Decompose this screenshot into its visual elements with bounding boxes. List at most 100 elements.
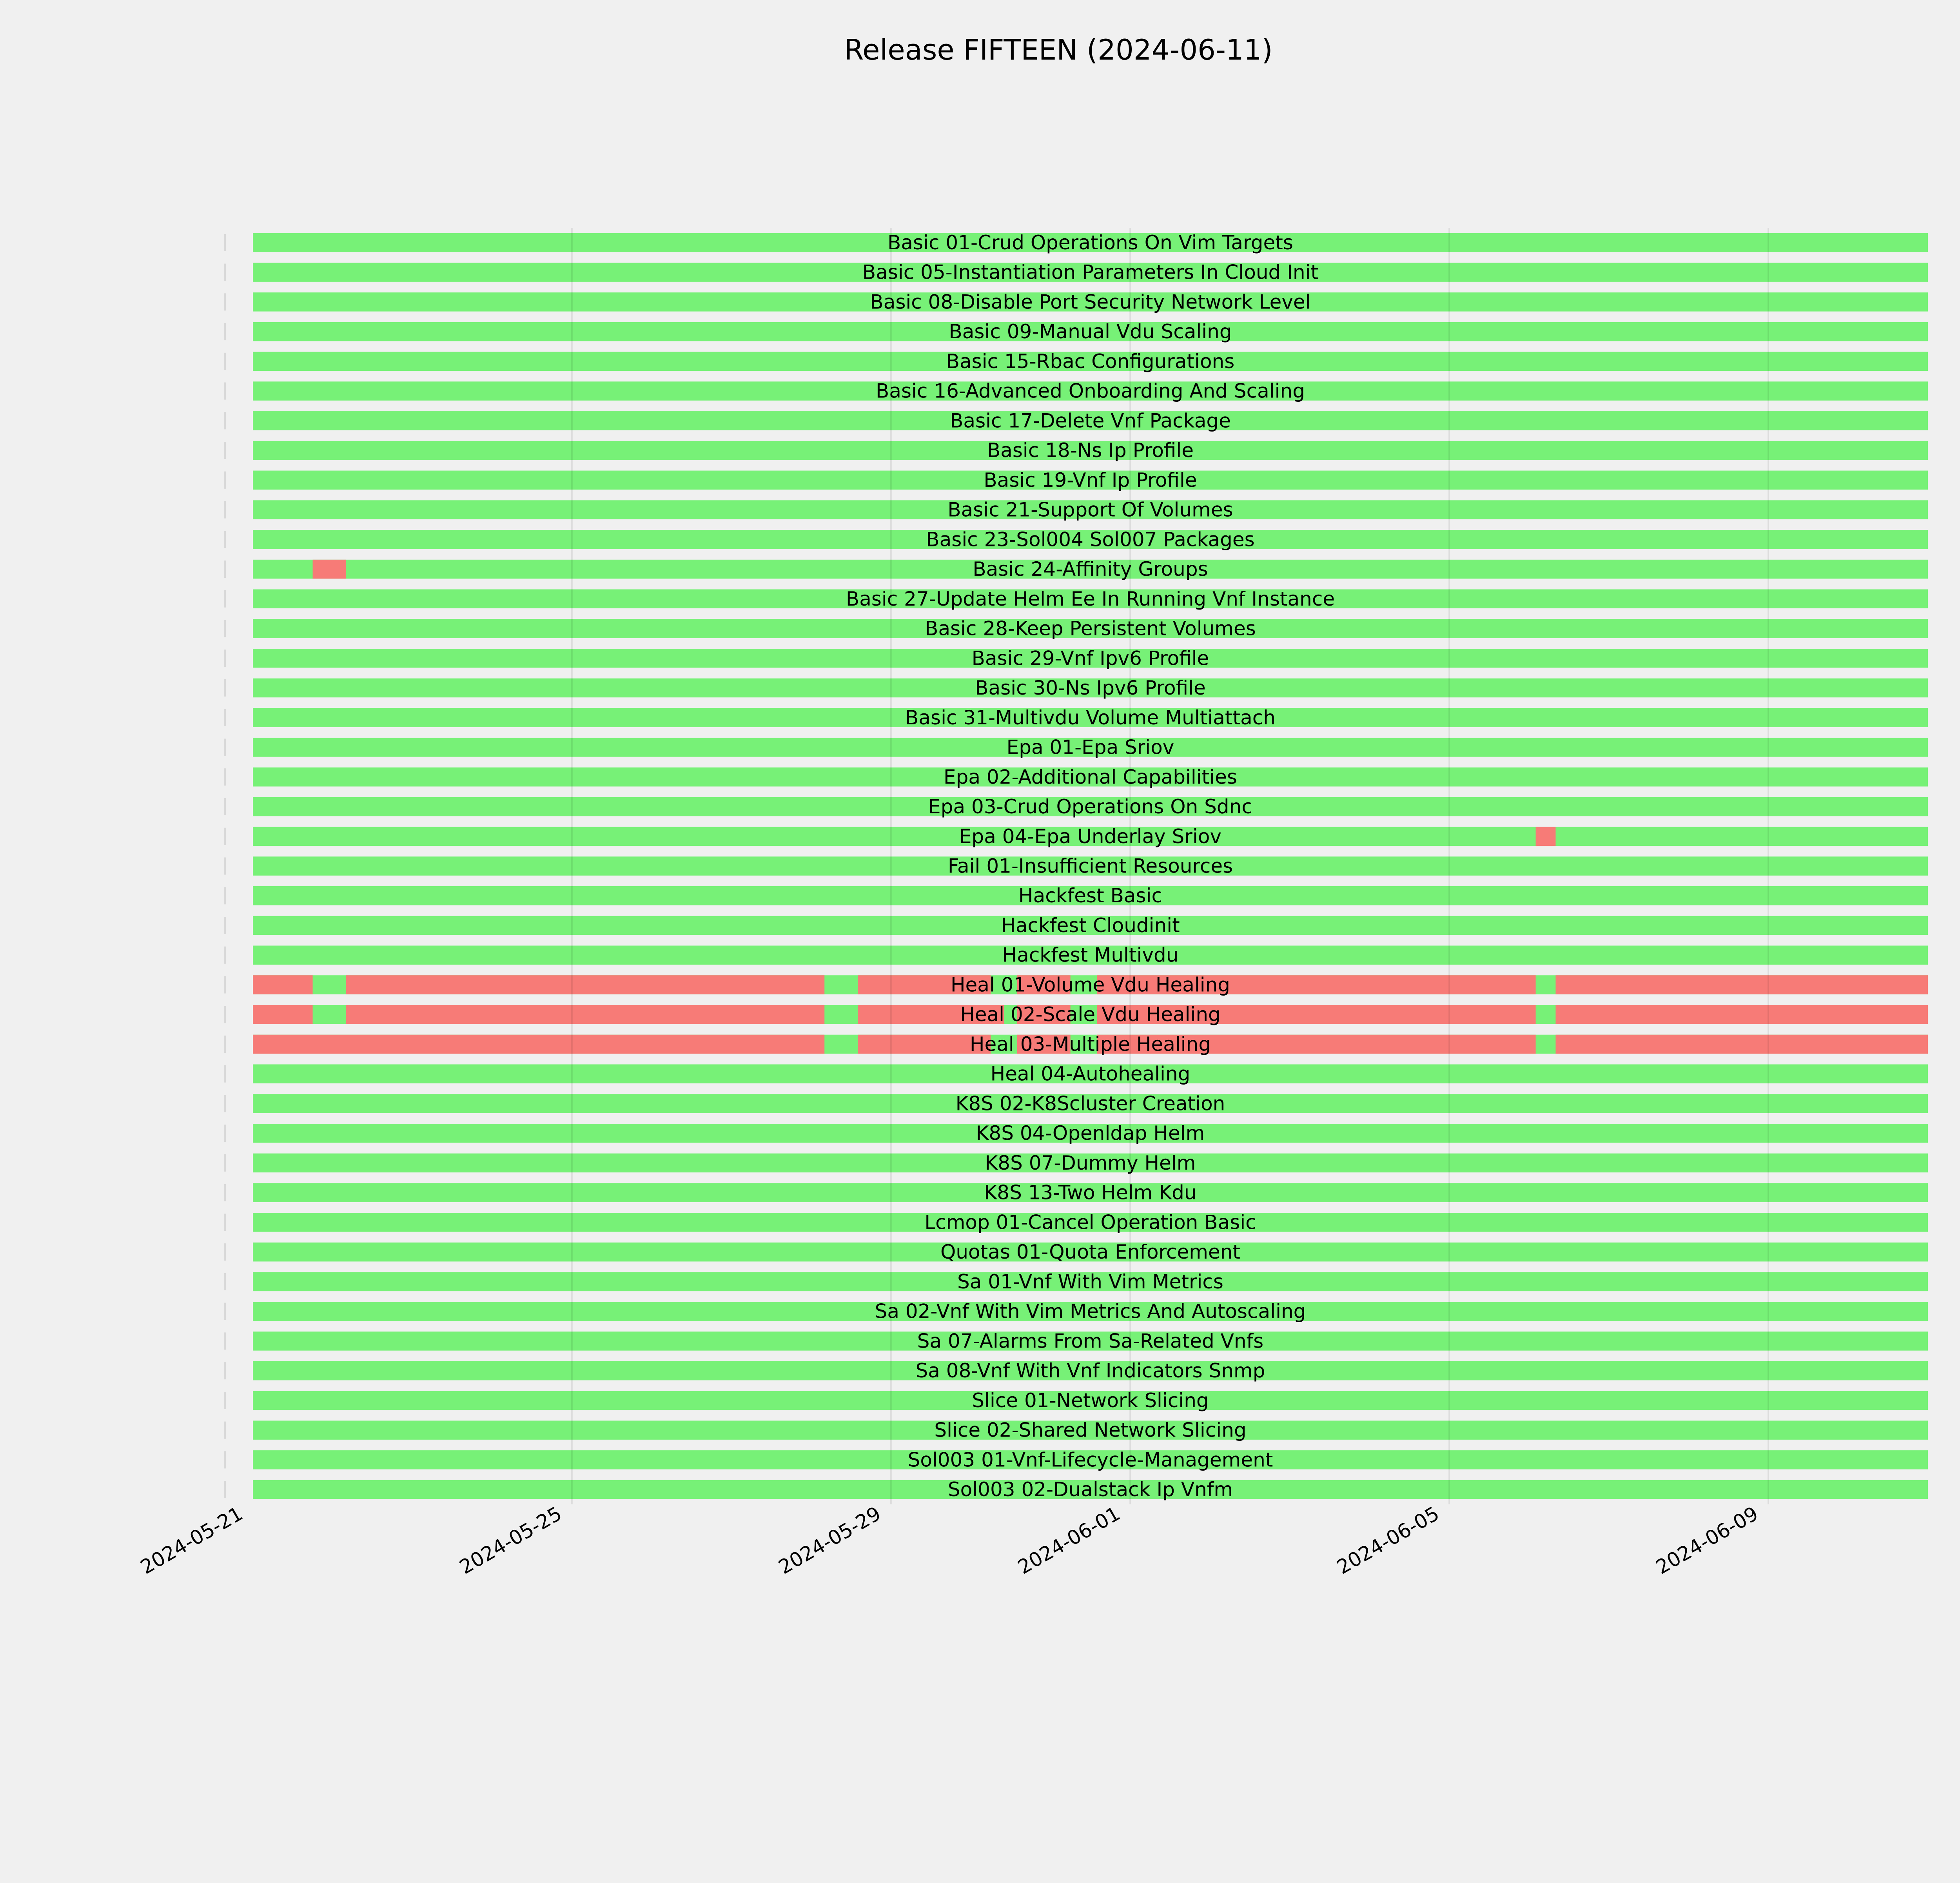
fail-segment	[858, 1005, 1004, 1024]
pass-bar	[253, 1480, 1928, 1499]
pass-bar	[253, 470, 1928, 490]
pass-bar	[253, 856, 1928, 876]
week-separators	[571, 228, 1769, 1504]
pass-bar	[253, 886, 1928, 905]
pass-bar	[253, 1332, 1928, 1351]
fail-segment	[858, 975, 991, 994]
row-label: Basic 01-Crud Operations On Vim Targets	[887, 231, 1293, 254]
row-label: Slice 01-Network Slicing	[972, 1389, 1209, 1412]
row-label: Basic 16-Advanced Onboarding And Scaling	[876, 380, 1305, 403]
fail-segment	[346, 1005, 825, 1024]
fail-segment	[1097, 1034, 1536, 1054]
row-label: K8S 07-Dummy Helm	[985, 1152, 1196, 1174]
row-label: Hackfest Basic	[1018, 884, 1162, 907]
pass-bar	[253, 1123, 1928, 1143]
row-label: Slice 02-Shared Network Slicing	[934, 1419, 1246, 1442]
fail-segment	[858, 1034, 991, 1054]
chart-title: Release FIFTEEN (2024-06-11)	[844, 33, 1272, 66]
row-label: Lcmop 01-Cancel Operation Basic	[924, 1211, 1256, 1234]
pass-bar	[253, 1361, 1928, 1381]
fail-segment	[312, 559, 346, 579]
fail-segment	[346, 975, 825, 994]
row-label: Basic 15-Rbac Configurations	[946, 350, 1235, 373]
x-tick-label: 2024-06-01	[1014, 1502, 1124, 1579]
row-label: Sa 08-Vnf With Vnf Indicators Snmp	[916, 1359, 1265, 1382]
row-label: Heal 03-Multiple Healing	[970, 1033, 1211, 1056]
fail-segment	[1017, 975, 1071, 994]
row-label: Basic 17-Delete Vnf Package	[950, 409, 1231, 432]
row-label: Sol003 01-Vnf-Lifecycle-Management	[908, 1448, 1273, 1471]
fail-segment	[1097, 975, 1536, 994]
row-label: K8S 02-K8Scluster Creation	[956, 1092, 1225, 1115]
pass-bar	[253, 322, 1928, 341]
row-label: Basic 31-Multivdu Volume Multiattach	[905, 706, 1276, 729]
row-label: Basic 19-Vnf Ip Profile	[984, 469, 1197, 492]
row-label: Basic 24-Affinity Groups	[973, 558, 1208, 581]
fail-segment	[253, 1034, 825, 1054]
pass-bar	[253, 500, 1928, 519]
pass-bar	[253, 738, 1928, 757]
pass-bar	[253, 1094, 1928, 1113]
row-label: Basic 09-Manual Vdu Scaling	[949, 320, 1232, 343]
pass-bar	[253, 1391, 1928, 1410]
row-label: Sol003 02-Dualstack Ip Vnfm	[948, 1478, 1233, 1501]
x-tick-label: 2024-05-21	[136, 1502, 247, 1579]
row-label: Epa 03-Crud Operations On Sdnc	[928, 795, 1252, 818]
pass-bar	[253, 1272, 1928, 1292]
bars-layer	[253, 233, 1928, 1499]
pass-bar	[253, 649, 1928, 668]
row-label: Fail 01-Insufficient Resources	[948, 855, 1233, 878]
row-label: Epa 01-Epa Sriov	[1007, 736, 1174, 759]
pass-bar	[253, 1420, 1928, 1440]
x-tick-label: 2024-05-25	[456, 1502, 566, 1579]
row-label: K8S 13-Two Helm Kdu	[984, 1181, 1196, 1204]
row-label: Heal 02-Scale Vdu Healing	[960, 1003, 1221, 1026]
row-label: Sa 02-Vnf With Vim Metrics And Autoscali…	[875, 1300, 1306, 1323]
fail-segment	[1017, 1034, 1071, 1054]
row-label: Basic 08-Disable Port Security Network L…	[870, 290, 1310, 313]
pass-bar	[253, 233, 1928, 252]
row-label: Basic 21-Support Of Volumes	[947, 499, 1233, 521]
pass-bar	[253, 945, 1928, 965]
fail-segment	[1535, 827, 1556, 846]
row-label: Heal 01-Volume Vdu Healing	[951, 973, 1230, 996]
fail-segment	[253, 975, 313, 994]
fail-segment	[1555, 1034, 1928, 1054]
pass-bar	[253, 1242, 1928, 1262]
pass-bar	[253, 678, 1928, 698]
row-label: Sa 07-Alarms From Sa-Related Vnfs	[917, 1330, 1263, 1352]
row-label: Basic 18-Ns Ip Profile	[987, 439, 1194, 462]
fail-segment	[1097, 1005, 1536, 1024]
row-label: Epa 02-Additional Capabilities	[944, 766, 1237, 788]
fail-segment	[253, 1005, 313, 1024]
row-label: Basic 28-Keep Persistent Volumes	[925, 617, 1256, 640]
pass-bar	[253, 292, 1928, 312]
row-label: Basic 30-Ns Ipv6 Profile	[975, 677, 1206, 699]
pass-bar	[253, 1064, 1928, 1083]
pass-bar	[253, 559, 1928, 579]
pass-bar	[253, 1213, 1928, 1232]
row-label: Basic 05-Instantiation Parameters In Clo…	[862, 261, 1318, 284]
row-label: Epa 04-Epa Underlay Sriov	[959, 825, 1221, 848]
pass-bar	[253, 916, 1928, 935]
x-tick-label: 2024-06-09	[1652, 1502, 1762, 1579]
pass-bar	[253, 530, 1928, 549]
pass-bar	[253, 1183, 1928, 1202]
fail-segment	[1555, 1005, 1928, 1024]
pass-bar	[253, 619, 1928, 638]
pass-bar	[253, 441, 1928, 460]
fail-segment	[1017, 1005, 1071, 1024]
row-label: Quotas 01-Quota Enforcement	[940, 1241, 1240, 1263]
x-axis: 2024-05-21 2024-05-25 2024-05-29 2024-06-01…	[136, 1502, 1762, 1579]
row-labels-layer: Basic 01-Crud Operations On Vim Targets B…	[846, 231, 1335, 1501]
pass-bar	[253, 352, 1928, 371]
pass-bar	[253, 708, 1928, 727]
pass-bar	[253, 411, 1928, 430]
pass-bar	[253, 1450, 1928, 1469]
x-tick-label: 2024-05-29	[775, 1502, 885, 1579]
row-label: Basic 23-Sol004 Sol007 Packages	[926, 528, 1254, 551]
row-label: Basic 27-Update Helm Ee In Running Vnf I…	[846, 588, 1335, 610]
row-label: Hackfest Cloudinit	[1001, 914, 1180, 937]
